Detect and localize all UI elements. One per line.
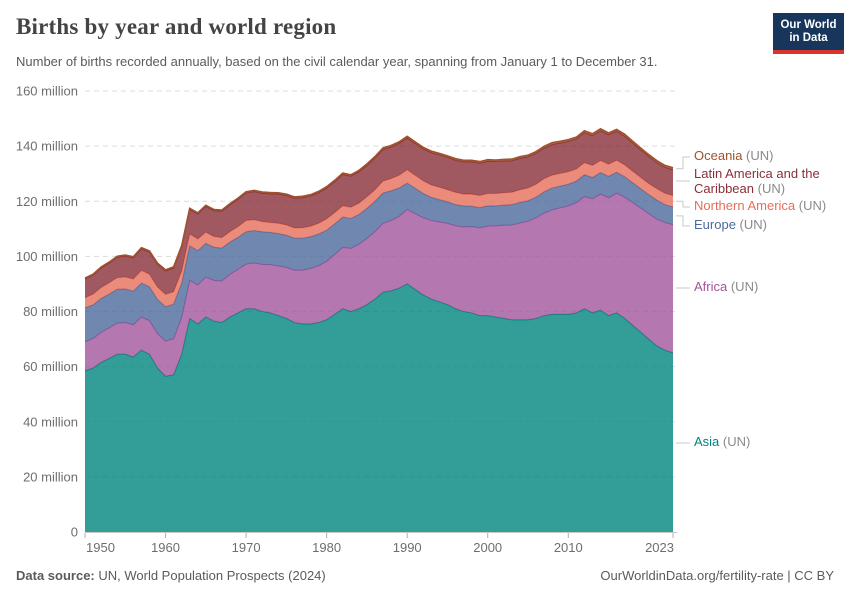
legend-item-name: Asia [694,434,720,449]
x-axis-label-1990: 1990 [393,540,422,555]
legend-item-name: Europe [694,217,736,232]
legend-item-northern-america[interactable]: Northern America (UN) [694,198,846,213]
legend-leader-oceania [676,156,690,170]
legend-item-africa[interactable]: Africa (UN) [694,279,846,294]
credit-link[interactable]: OurWorldinData.org/fertility-rate | CC B… [600,568,834,583]
y-axis-label-0: 0 [71,525,78,540]
area-africa[interactable] [85,193,673,377]
y-axis-label-20: 20 million [23,469,78,484]
area-top-line-oceania [84,127,674,279]
owid-logo[interactable]: Our World in Data [773,13,844,54]
legend-item-name: Oceania [694,148,743,163]
y-axis-label-160: 160 million [16,84,78,99]
legend-item-europe[interactable]: Europe (UN) [694,217,846,232]
data-source-value: UN, World Population Prospects (2024) [94,568,326,583]
legend-item-source-suffix: (UN) [727,279,759,294]
legend-item-name: Africa [694,279,728,294]
page-title: Births by year and world region [16,14,337,39]
data-source-note: Data source: UN, World Population Prospe… [16,568,326,583]
page-subtitle: Number of births recorded annually, base… [16,54,658,69]
x-axis-label-1960: 1960 [151,540,180,555]
legend-item-name: Northern America [694,198,796,213]
legend-item-source-suffix: (UN) [742,148,774,163]
x-axis-label-1970: 1970 [232,540,261,555]
legend-item-source-suffix: (UN) [735,217,767,232]
x-axis-label-2023: 2023 [645,540,674,555]
area-northern-america[interactable] [85,160,673,308]
x-axis-label-1950: 1950 [86,540,115,555]
legend-item-oceania[interactable]: Oceania (UN) [694,148,846,163]
y-axis-label-80: 80 million [23,304,78,319]
legend-item-asia[interactable]: Asia (UN) [694,434,846,449]
y-axis-label-40: 40 million [23,414,78,429]
y-axis-label-120: 120 million [16,194,78,209]
y-axis-label-100: 100 million [16,249,78,264]
legend-item-source-suffix: (UN) [754,181,786,196]
area-europe[interactable] [85,172,673,342]
area-asia[interactable] [85,283,673,532]
x-axis-label-2010: 2010 [554,540,583,555]
legend-item-latin-america-and-the-caribbean[interactable]: Latin America and the Caribbean (UN) [694,166,822,196]
legend-leader-europe [676,215,690,227]
data-source-label: Data source: [16,568,95,583]
y-axis-label-140: 140 million [16,139,78,154]
legend-leader-northern-america [676,200,690,208]
legend-item-source-suffix: (UN) [719,434,751,449]
x-axis-label-2000: 2000 [473,540,502,555]
area-latin-america-and-the-caribbean[interactable] [85,130,673,298]
x-axis-label-1980: 1980 [312,540,341,555]
legend-item-source-suffix: (UN) [795,198,827,213]
owid-logo-line1: Our World [780,18,837,31]
y-axis-label-60: 60 million [23,359,78,374]
legend-item-name: Latin America and the Caribbean [694,166,820,196]
owid-logo-line2: in Data [789,31,828,44]
